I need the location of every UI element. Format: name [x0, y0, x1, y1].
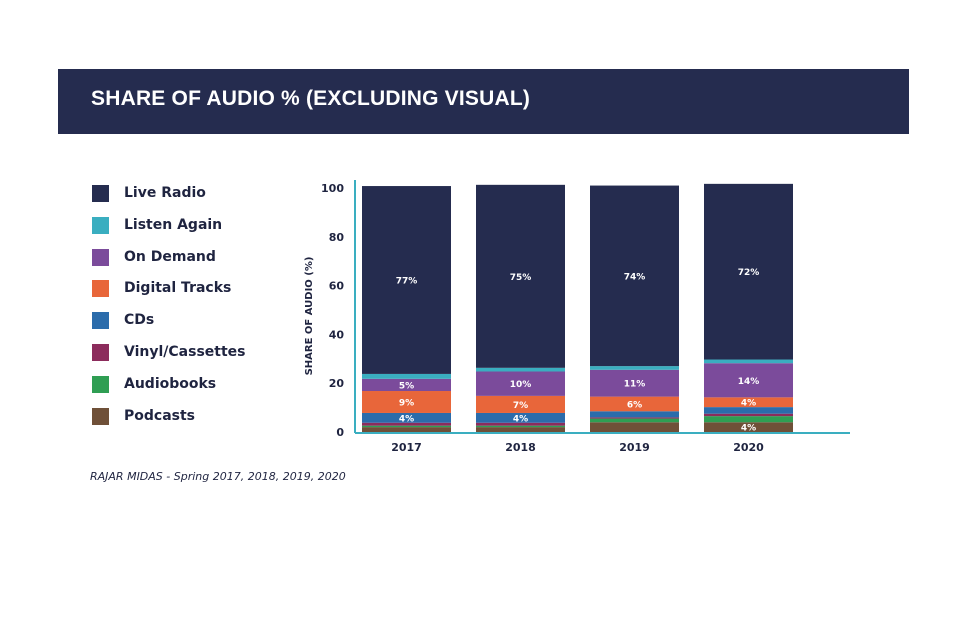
bar-segment-podcasts [704, 422, 793, 432]
legend-swatch [92, 407, 109, 425]
data-label: 74% [624, 272, 646, 282]
legend-label: Audiobooks [124, 375, 217, 392]
bar-stacks [362, 183, 793, 432]
bar-segment-podcasts [476, 427, 565, 432]
bar-segment-listen-again [476, 367, 565, 372]
legend-swatch [92, 343, 109, 361]
legend-label: Podcasts [124, 407, 196, 424]
bar-segment-podcasts [590, 422, 679, 432]
legend-swatch [92, 375, 109, 393]
bar-segment-audiobooks [704, 416, 793, 423]
data-labels: 4% 9% 5% 77% 4% 7% 10% 75% 6% 11% 74% 4% 4% 14% 72% [396, 268, 760, 433]
x-tick-label: 2018 [505, 441, 536, 454]
bar-segment-audiobooks [362, 425, 451, 428]
bar-segment-audiobooks [590, 418, 679, 423]
bar-segment-listen-again [590, 366, 679, 370]
y-tick-label: 20 [329, 377, 345, 390]
chart-title: SHARE OF AUDIO % (EXCLUDING VISUAL) [91, 87, 531, 110]
data-label: 4% [399, 414, 414, 424]
data-label: 72% [738, 268, 760, 278]
bar-segment-on-demand [704, 363, 793, 398]
data-label: 4% [513, 414, 528, 424]
bar-segment-digital-tracks [704, 397, 793, 408]
bar-segment-on-demand [362, 378, 451, 392]
bar-segment-listen-again [362, 373, 451, 379]
bar-segment-audiobooks [476, 425, 565, 428]
legend-label: Live Radio [124, 185, 206, 201]
x-tick-label: 2020 [733, 441, 764, 454]
data-label: 7% [513, 401, 528, 411]
y-axis-ticks: 0 20 40 60 80 100 [321, 182, 344, 439]
data-label: 9% [399, 398, 414, 408]
legend-swatch [92, 216, 109, 234]
bar-segment-vinyl-cassettes [704, 413, 793, 417]
bar-segment-on-demand [476, 371, 565, 396]
legend-label: Vinyl/Cassettes [124, 343, 246, 360]
x-axis-ticks: 2017 2018 2019 2020 [391, 441, 764, 454]
bar-segment-cds [704, 407, 793, 414]
x-tick-label: 2017 [391, 441, 422, 454]
y-axis-label: SHARE OF AUDIO (%) [304, 257, 315, 376]
legend-label: Listen Again [124, 216, 223, 233]
title-banner: SHARE OF AUDIO % (EXCLUDING VISUAL) [58, 69, 909, 134]
legend-swatch [92, 280, 109, 298]
bar-segment-cds [590, 411, 679, 418]
bar-segment-podcasts [362, 427, 451, 432]
data-label: 5% [399, 381, 414, 391]
bar-segment-vinyl-cassettes [476, 422, 565, 426]
y-tick-label: 80 [329, 231, 345, 244]
data-label: 14% [738, 377, 760, 387]
y-tick-label: 100 [321, 182, 344, 195]
legend-label: Digital Tracks [124, 280, 232, 297]
y-tick-label: 60 [329, 280, 345, 293]
bar-segment-live-radio [476, 184, 565, 368]
data-label: 4% [741, 399, 756, 409]
bar-segment-cds [476, 412, 565, 423]
bar-segment-digital-tracks [590, 396, 679, 412]
data-label: 4% [741, 424, 756, 434]
legend-swatch [92, 312, 109, 330]
data-label: 75% [510, 273, 532, 283]
bar-segment-digital-tracks [362, 391, 451, 413]
bar-segment-digital-tracks [476, 395, 565, 413]
source-note: RAJAR MIDAS - Spring 2017, 2018, 2019, 2… [90, 470, 346, 483]
bar-segment-on-demand [590, 369, 679, 397]
y-tick-label: 40 [329, 328, 345, 341]
legend-label: On Demand [124, 248, 216, 265]
stacked-bar-chart: 0 20 40 60 80 100 4% 9% 5% 77% 4% 7% 10% 75% 6% 11% 74%… [304, 180, 850, 454]
data-label: 11% [624, 380, 646, 390]
x-tick-label: 2019 [619, 441, 650, 454]
data-label: 6% [627, 400, 642, 410]
data-label: 77% [396, 276, 418, 286]
bar-segment-vinyl-cassettes [362, 422, 451, 426]
bar-segment-vinyl-cassettes [590, 417, 679, 419]
bar-segment-live-radio [590, 185, 679, 367]
data-label: 10% [510, 380, 532, 390]
legend-swatch [92, 248, 109, 266]
bar-segment-live-radio [362, 186, 451, 374]
y-tick-label: 0 [336, 426, 344, 439]
bar-segment-listen-again [704, 359, 793, 364]
bar-segment-live-radio [704, 183, 793, 360]
bar-segment-cds [362, 412, 451, 423]
legend-label: CDs [124, 312, 155, 329]
legend-swatch [92, 185, 109, 202]
